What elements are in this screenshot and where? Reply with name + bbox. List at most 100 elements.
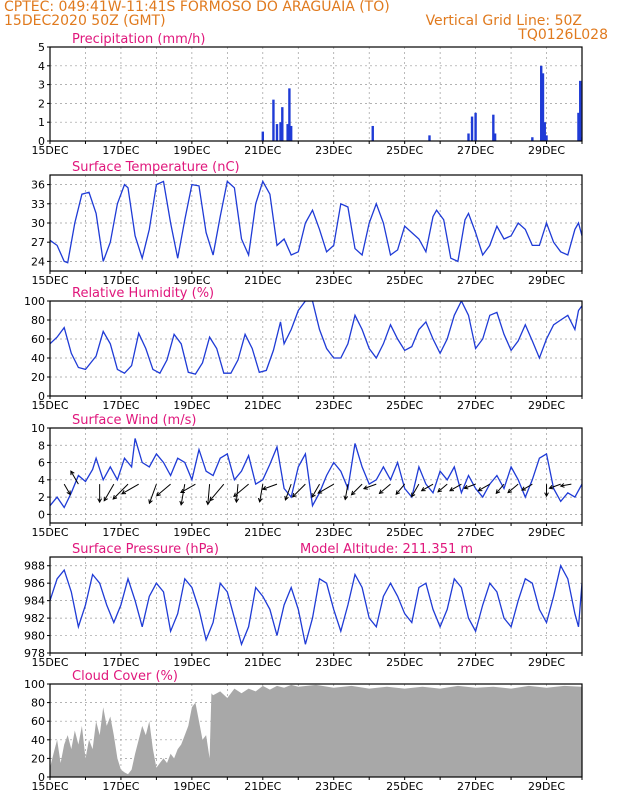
panel4-ytick-label: 0: [38, 508, 45, 521]
wind-arrowhead-33: [521, 486, 526, 491]
panel3-xtick-label: 15DEC: [31, 399, 68, 412]
precip-bar-5: [286, 124, 289, 141]
panel4-xtick-label: 17DEC: [102, 526, 139, 539]
panel5-xtick-label: 23DEC: [315, 656, 352, 669]
panel5-series-line: [50, 563, 582, 647]
panel1-ytick-label: 5: [38, 41, 45, 54]
wind-arrowhead-34: [544, 492, 549, 498]
panel2-title: Surface Temperature (nC): [72, 160, 240, 175]
precip-bar-19: [545, 135, 548, 141]
panel5-frame: [49, 556, 583, 654]
panel5-xtick-label: 21DEC: [244, 656, 281, 669]
precip-bar-13: [492, 114, 495, 141]
panel5-xtick-label: 29DEC: [528, 656, 565, 669]
panel5-xtick-label: 17DEC: [102, 656, 139, 669]
panel2-ytick-label: 33: [31, 198, 45, 211]
panel2-ytick-label: 27: [31, 236, 45, 249]
panel3-xtick-label: 17DEC: [102, 399, 139, 412]
wind-vector-11: [209, 483, 225, 502]
wind-arrowhead-2: [97, 498, 103, 504]
wind-arrowhead-36: [559, 483, 565, 488]
precip-bar-15: [531, 137, 534, 141]
header: CPTEC: 049:41W-11:41S FORMOSO DO ARAGUAI…: [0, 0, 618, 46]
panel1-xtick-label: 17DEC: [102, 144, 139, 157]
wind-vector-8: [180, 484, 186, 505]
header-grid-line: Vertical Grid Line: 50Z: [425, 13, 582, 29]
panel6-ytick-label: 80: [31, 697, 45, 710]
wind-vector-7: [156, 483, 171, 497]
wind-arrowhead-17: [291, 492, 297, 498]
wind-vector-15: [262, 483, 278, 490]
panel6-xtick-label: 17DEC: [102, 780, 139, 793]
panel4-xtick-label: 21DEC: [244, 526, 281, 539]
header-model-id: TQ0126L028: [518, 27, 608, 43]
panel3-xtick-label: 19DEC: [173, 399, 210, 412]
panel1-xtick-label: 15DEC: [31, 144, 68, 157]
panel5-ytick-label: 978: [24, 647, 45, 660]
wind-vector-23: [379, 483, 391, 494]
precip-bar-21: [579, 80, 582, 141]
panel3-xtick-label: 25DEC: [386, 399, 423, 412]
wind-arrowhead-15: [261, 485, 267, 491]
precip-bar-14: [493, 133, 497, 141]
wind-arrowhead-0: [66, 490, 71, 496]
panel5-title: Surface Pressure (hPa): [72, 542, 219, 557]
panel4-xtick-label: 23DEC: [315, 526, 352, 539]
precip-bar-1: [272, 99, 275, 141]
panel4-ytick-label: 2: [38, 491, 45, 504]
wind-arrowhead-23: [378, 489, 384, 495]
wind-vector-3: [103, 483, 115, 502]
panel2-xtick-label: 27DEC: [457, 274, 494, 287]
wind-vector-25: [411, 483, 420, 497]
panel3-ytick-label: 40: [31, 352, 45, 365]
panel5-xtick-label: 19DEC: [173, 656, 210, 669]
panel3-ytick-label: 0: [38, 390, 45, 403]
panel2-plot-area: [50, 179, 582, 264]
panel6-ytick-label: 100: [24, 678, 45, 691]
panel5-ytick-label: 984: [24, 595, 45, 608]
panel1-xtick-label: 19DEC: [173, 144, 210, 157]
wind-arrowhead-35: [548, 484, 554, 490]
panel6-ytick-label: 0: [38, 771, 45, 784]
wind-arrowhead-5: [121, 490, 127, 495]
wind-vector-26: [421, 483, 434, 492]
precip-bar-2: [275, 124, 279, 141]
panel4-series-line: [50, 438, 582, 509]
panel6-xtick-label: 29DEC: [528, 780, 565, 793]
wind-vector-9: [180, 483, 196, 493]
wind-arrowhead-16: [284, 495, 289, 501]
wind-vector-33: [521, 483, 533, 491]
wind-arrowhead-14: [257, 497, 263, 503]
panel6-ytick-label: 20: [31, 752, 45, 765]
wind-vector-29: [464, 483, 476, 489]
panel4-xtick-label: 15DEC: [31, 526, 68, 539]
panel4-xtick-label: 29DEC: [528, 526, 565, 539]
panel4-plot-area: [50, 438, 582, 509]
panel2-ytick-label: 24: [31, 255, 45, 268]
wind-vector-14: [259, 484, 264, 502]
wind-vector-4: [112, 483, 129, 500]
wind-vector-16: [284, 483, 292, 501]
panel6-title: Cloud Cover (%): [72, 669, 178, 684]
panel6-xtick-label: 21DEC: [244, 780, 281, 793]
wind-arrowhead-19: [317, 489, 323, 494]
precip-bar-7: [289, 125, 293, 141]
wind-vector-30: [478, 483, 491, 492]
wind-vector-31: [495, 483, 505, 494]
wind-vector-18: [311, 483, 320, 498]
panel2-xtick-label: 25DEC: [386, 274, 423, 287]
panel5-ytick-label: 986: [24, 577, 45, 590]
precip-bar-10: [467, 133, 470, 141]
panel4-frame: [49, 427, 583, 524]
precip-bar-4: [281, 107, 284, 141]
panel4-xtick-label: 19DEC: [173, 526, 210, 539]
wind-arrowhead-4: [112, 495, 118, 500]
panel6-ytick-label: 40: [31, 734, 45, 747]
wind-arrowhead-32: [507, 488, 513, 494]
panel1-ytick-label: 0: [38, 135, 45, 148]
wind-arrowhead-12: [234, 498, 240, 504]
panel6-xtick-label: 15DEC: [31, 780, 68, 793]
panel3-title: Relative Humidity (%): [72, 286, 214, 301]
panel6-xtick-label: 27DEC: [457, 780, 494, 793]
panel2-ytick-label: 30: [31, 217, 45, 230]
